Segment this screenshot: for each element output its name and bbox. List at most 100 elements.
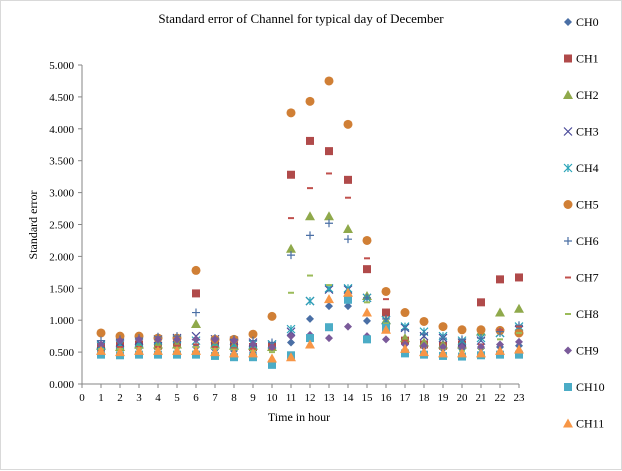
x-tick-label: 17 xyxy=(400,392,412,404)
data-point-ch0 xyxy=(344,302,352,311)
data-point-ch11 xyxy=(457,348,467,358)
legend-label-ch1: CH1 xyxy=(576,52,599,66)
data-point-ch6 xyxy=(192,308,200,317)
data-point-ch6 xyxy=(306,231,314,240)
data-point-ch5 xyxy=(476,325,486,335)
data-point-ch6 xyxy=(458,335,466,344)
data-point-ch1 xyxy=(306,136,314,145)
x-tick-label: 0 xyxy=(79,392,85,404)
legend-marker-ch3 xyxy=(563,127,573,136)
data-point-ch5 xyxy=(305,96,315,106)
x-tick-label: 10 xyxy=(267,392,279,404)
data-point-ch2 xyxy=(191,319,201,329)
data-point-ch11 xyxy=(324,294,334,304)
data-point-ch9 xyxy=(439,342,447,351)
data-point-ch9 xyxy=(192,335,200,344)
data-point-ch6 xyxy=(477,334,485,343)
legend: CH0 CH1 CH2 CH3 CH4 CH5 CH6 CH7 CH8 CH9 CH10 CH11 xyxy=(563,15,605,431)
x-tick-label: 13 xyxy=(324,392,336,404)
data-point-ch2 xyxy=(305,211,315,221)
data-point-ch10 xyxy=(515,350,523,359)
data-point-ch11 xyxy=(400,343,410,353)
y-tick-label: 3.500 xyxy=(49,156,74,168)
data-point-ch9 xyxy=(458,342,466,351)
data-point-ch1 xyxy=(287,170,295,179)
data-point-ch1 xyxy=(192,289,200,298)
series-ch11 xyxy=(96,287,524,363)
y-tick-label: 4.500 xyxy=(49,92,74,104)
legend-label-ch8: CH8 xyxy=(576,307,599,321)
data-point-ch11 xyxy=(286,352,296,362)
data-point-ch9 xyxy=(230,336,238,345)
data-point-ch5 xyxy=(362,235,372,245)
data-point-ch6 xyxy=(401,325,409,334)
x-tick-labels: 0 1 2 3 4 5 6 7 8 9 10 11 12 13 14 15 16 17 18 19 20 21 22 23 xyxy=(79,392,525,404)
axes xyxy=(78,64,520,388)
y-tick-label: 2.000 xyxy=(49,251,74,263)
legend-label-ch10: CH10 xyxy=(576,380,605,394)
data-point-ch11 xyxy=(305,339,315,349)
legend-marker-ch11 xyxy=(563,418,573,428)
x-tick-label: 12 xyxy=(305,392,316,404)
data-point-ch6 xyxy=(325,219,333,228)
legend-label-ch11: CH11 xyxy=(576,417,604,431)
x-tick-label: 1 xyxy=(98,392,104,404)
data-point-ch1 xyxy=(477,298,485,307)
legend-label-ch0: CH0 xyxy=(576,15,599,29)
legend-marker-ch1 xyxy=(564,54,572,63)
data-point-ch5 xyxy=(324,76,334,86)
data-point-ch2 xyxy=(286,243,296,253)
y-tick-label: 5.000 xyxy=(49,60,74,72)
data-point-ch11 xyxy=(343,287,353,297)
x-tick-label: 19 xyxy=(438,392,450,404)
data-point-ch5 xyxy=(96,328,106,338)
data-point-ch6 xyxy=(344,235,352,244)
data-point-ch5 xyxy=(343,119,353,129)
data-point-ch9 xyxy=(116,336,124,345)
data-point-ch11 xyxy=(381,324,391,334)
data-point-ch10 xyxy=(344,295,352,304)
data-points xyxy=(96,76,524,369)
data-point-ch11 xyxy=(153,345,163,355)
data-point-ch9 xyxy=(97,340,105,349)
x-tick-label: 2 xyxy=(117,392,123,404)
y-tick-label: 3.000 xyxy=(49,188,74,200)
data-point-ch5 xyxy=(267,311,277,321)
data-point-ch9 xyxy=(325,334,333,343)
data-point-ch5 xyxy=(381,286,391,296)
legend-marker-ch10 xyxy=(564,383,572,391)
data-point-ch0 xyxy=(306,314,314,323)
y-tick-label: 1.500 xyxy=(49,283,74,295)
data-point-ch5 xyxy=(286,108,296,118)
y-tick-label: 0.000 xyxy=(49,379,74,391)
x-tick-label: 14 xyxy=(343,392,355,404)
data-point-ch1 xyxy=(496,275,504,284)
data-point-ch11 xyxy=(172,345,182,355)
data-point-ch11 xyxy=(267,353,277,363)
legend-label-ch6: CH6 xyxy=(576,234,599,248)
legend-label-ch2: CH2 xyxy=(576,88,599,102)
data-point-ch5 xyxy=(438,322,448,332)
data-point-ch6 xyxy=(515,321,523,330)
legend-label-ch4: CH4 xyxy=(576,161,599,175)
x-tick-label: 22 xyxy=(495,392,506,404)
data-point-ch1 xyxy=(344,175,352,184)
data-point-ch5 xyxy=(419,316,429,326)
data-point-ch0 xyxy=(287,338,295,347)
legend-marker-ch6 xyxy=(564,237,572,245)
data-point-ch6 xyxy=(439,334,447,343)
data-point-ch11 xyxy=(229,348,239,358)
data-point-ch9 xyxy=(268,342,276,351)
data-point-ch11 xyxy=(248,348,258,358)
series-ch9 xyxy=(97,322,523,351)
data-point-ch1 xyxy=(363,265,371,274)
data-point-ch9 xyxy=(249,340,257,349)
data-point-ch9 xyxy=(154,335,162,344)
x-tick-label: 9 xyxy=(250,392,256,404)
x-tick-label: 15 xyxy=(362,392,374,404)
x-tick-label: 4 xyxy=(155,392,161,404)
x-tick-label: 6 xyxy=(193,392,199,404)
data-point-ch9 xyxy=(287,332,295,341)
data-point-ch10 xyxy=(325,323,333,332)
data-point-ch1 xyxy=(515,273,523,282)
